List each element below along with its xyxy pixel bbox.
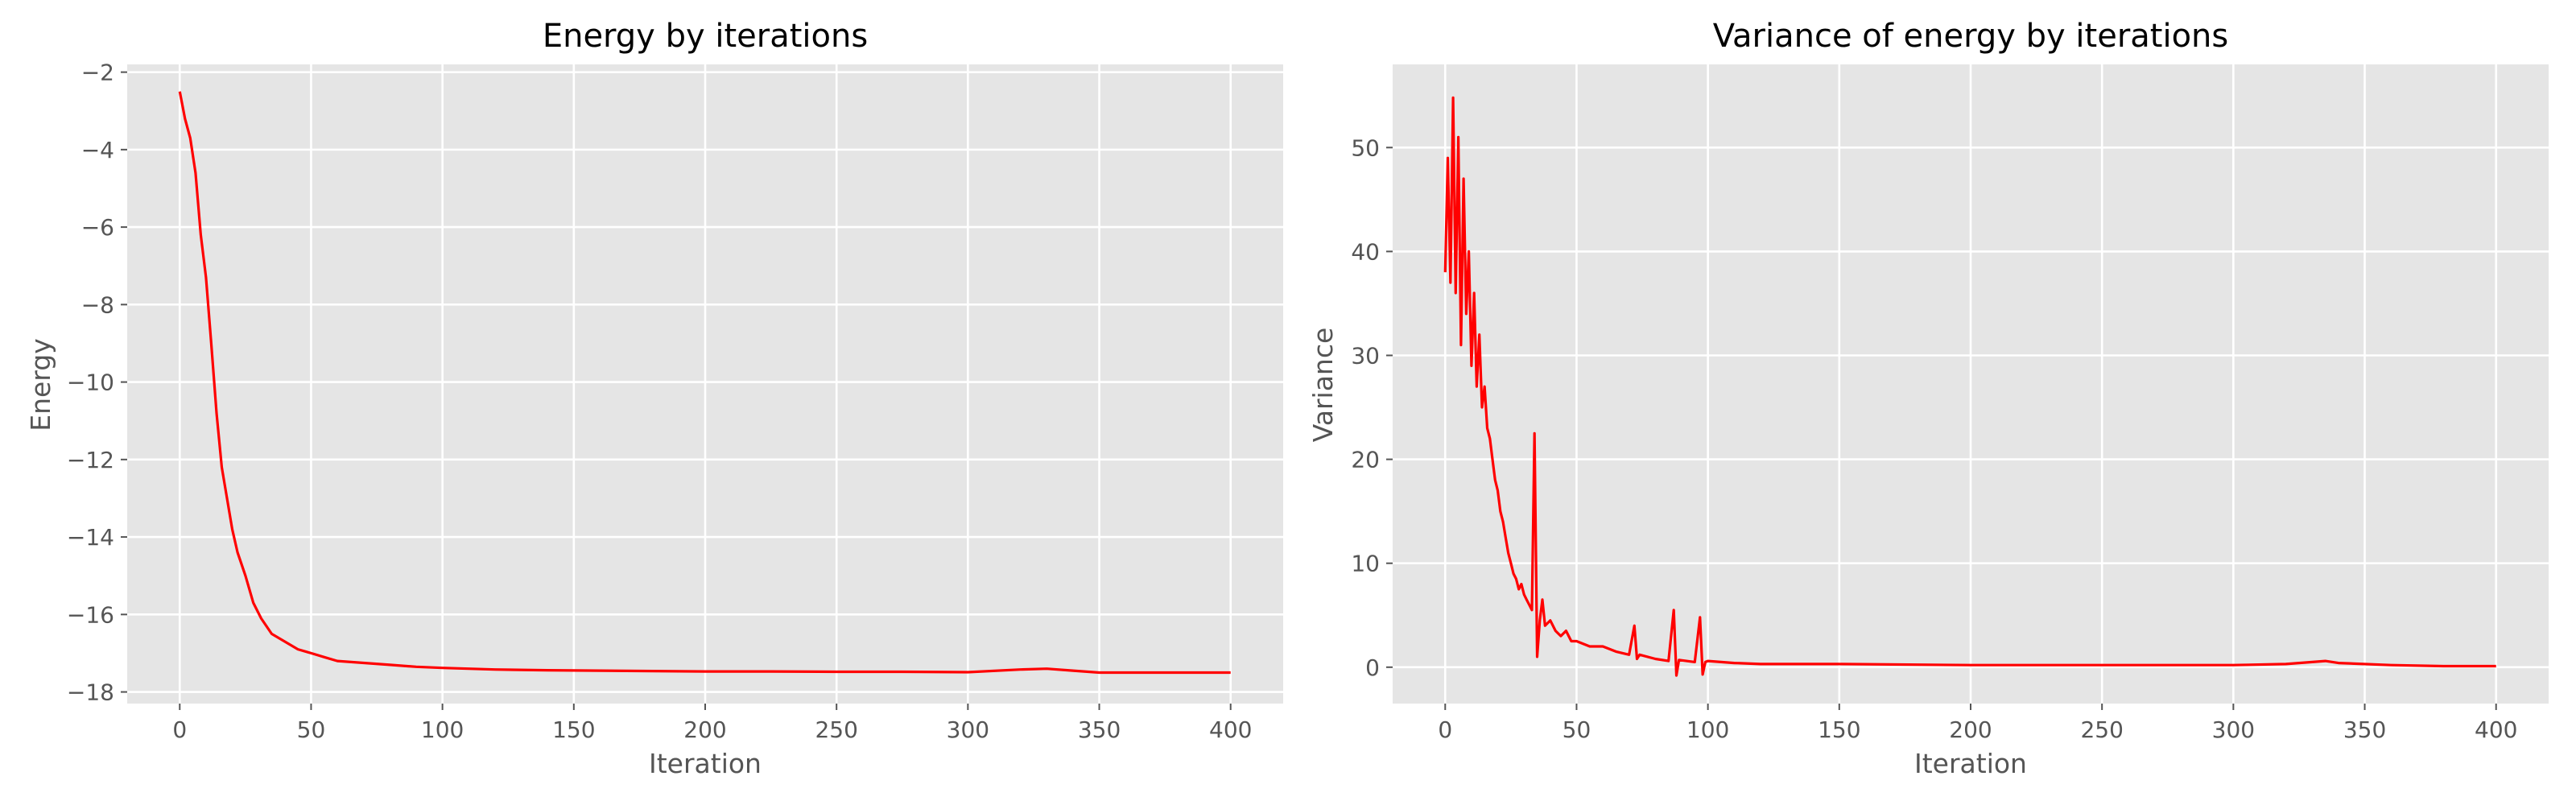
chart-title-variance: Variance of energy by iterations xyxy=(1713,18,2228,55)
y-ticks-energy: −18 −16 −14 −12 −10 −8 −6 −4 −2 xyxy=(67,60,127,706)
y-axis-label-energy: Energy xyxy=(25,338,56,431)
x-tick-label: 400 xyxy=(1209,716,1252,743)
chart-title-energy: Energy by iterations xyxy=(543,18,868,55)
x-tick-label: 0 xyxy=(172,716,187,743)
x-tick-label: 50 xyxy=(297,716,326,743)
y-tick-label: 0 xyxy=(1365,654,1380,681)
x-tick-label: 150 xyxy=(552,716,595,743)
x-axis-label-variance: Iteration xyxy=(1914,748,2027,779)
y-tick-label: 10 xyxy=(1351,551,1380,577)
chart-energy: 0 50 100 150 200 250 300 350 400 −18 −16 −14 −12 −10… xyxy=(25,18,1283,779)
y-tick-label: −6 xyxy=(81,214,114,241)
x-tick-label: 250 xyxy=(2080,716,2123,743)
y-tick-label: 20 xyxy=(1351,447,1380,473)
y-tick-label: −4 xyxy=(81,137,114,163)
y-tick-label: −10 xyxy=(67,369,114,396)
series-line-energy xyxy=(178,91,1231,675)
x-tick-label: 50 xyxy=(1563,716,1591,743)
y-tick-label: 40 xyxy=(1351,238,1380,265)
y-tick-label: −18 xyxy=(67,679,114,706)
y-tick-label: 30 xyxy=(1351,342,1380,369)
grid-variance xyxy=(1393,64,2549,704)
x-tick-label: 100 xyxy=(1686,716,1729,743)
x-tick-label: 200 xyxy=(1949,716,1992,743)
series-line-variance xyxy=(1443,96,2496,677)
grid-energy xyxy=(127,64,1283,704)
y-axis-label-variance: Variance xyxy=(1307,328,1339,443)
y-ticks-variance: 0 10 20 30 40 50 xyxy=(1351,134,1393,681)
y-tick-label: 50 xyxy=(1351,134,1380,161)
y-tick-label: −16 xyxy=(67,601,114,628)
y-tick-label: −14 xyxy=(67,524,114,551)
x-tick-label: 350 xyxy=(1078,716,1121,743)
chart-variance: 0 50 100 150 200 250 300 350 400 0 10 20 30 40 50 Var… xyxy=(1307,18,2549,779)
x-tick-label: 150 xyxy=(1818,716,1860,743)
x-tick-label: 200 xyxy=(683,716,726,743)
x-tick-label: 250 xyxy=(815,716,857,743)
x-tick-label: 100 xyxy=(421,716,464,743)
x-tick-label: 400 xyxy=(2475,716,2517,743)
x-tick-label: 350 xyxy=(2343,716,2386,743)
x-tick-label: 0 xyxy=(1438,716,1452,743)
x-axis-label-energy: Iteration xyxy=(649,748,762,779)
x-ticks-variance: 0 50 100 150 200 250 300 350 400 xyxy=(1438,704,2517,743)
y-tick-label: −8 xyxy=(81,291,114,318)
y-tick-label: −2 xyxy=(81,60,114,86)
x-ticks-energy: 0 50 100 150 200 250 300 350 400 xyxy=(172,704,1252,743)
x-tick-label: 300 xyxy=(947,716,989,743)
y-tick-label: −12 xyxy=(67,447,114,473)
x-tick-label: 300 xyxy=(2212,716,2255,743)
